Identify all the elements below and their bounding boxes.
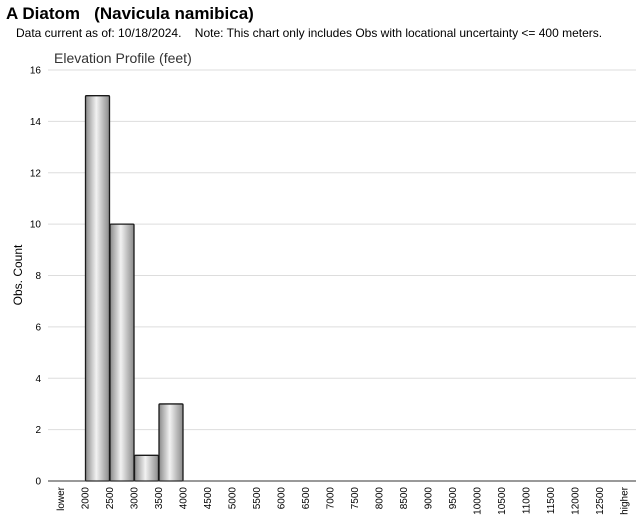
- x-tick-label: 12000: [571, 487, 582, 515]
- x-tick-label: 3000: [130, 487, 141, 510]
- bar-3000: [133, 454, 160, 482]
- grid-lines: [48, 69, 636, 482]
- x-tick-label: 7000: [326, 487, 337, 510]
- bar-2000: [84, 95, 111, 482]
- species-latin-name: (Navicula namibica): [94, 4, 254, 23]
- x-tick-label: 2000: [81, 487, 92, 510]
- bar-3500: [158, 403, 184, 482]
- x-tick-label: 6500: [301, 487, 312, 510]
- y-ticks: 0 2 4 6 8 10 12 14 16: [30, 66, 42, 488]
- x-tick-label: 12500: [595, 487, 606, 515]
- y-axis-label: Obs. Count: [11, 244, 25, 305]
- x-tick-label: 8000: [375, 487, 386, 510]
- data-note: Data current as of: 10/18/2024. Note: Th…: [16, 26, 602, 40]
- x-tick-label: 5500: [252, 487, 263, 510]
- y-tick-label: 14: [30, 117, 42, 128]
- y-tick-label: 16: [30, 66, 42, 77]
- x-ticks: lower 2000 2500 3000 3500 4000 4500 5000 5500 600…: [56, 486, 631, 514]
- y-tick-label: 12: [30, 168, 42, 179]
- x-tick-label: 10500: [497, 487, 508, 515]
- y-tick-label: 10: [30, 220, 42, 231]
- bars: [84, 95, 184, 482]
- x-tick-label: 7500: [350, 487, 361, 510]
- y-tick-label: 4: [35, 374, 41, 385]
- x-tick-label: 2500: [105, 487, 116, 510]
- x-tick-label: 9500: [448, 487, 459, 510]
- x-tick-label: higher: [620, 486, 631, 514]
- chart-page-title: A Diatom (Navicula namibica): [6, 4, 254, 24]
- x-tick-label: 10000: [473, 487, 484, 515]
- x-tick-label: 6000: [277, 487, 288, 510]
- x-tick-label: 11500: [546, 487, 557, 515]
- species-common-name: A Diatom: [6, 4, 80, 23]
- data-current-text: Data current as of: 10/18/2024.: [16, 26, 182, 40]
- x-tick-label: 5000: [228, 487, 239, 510]
- y-tick-label: 0: [35, 477, 41, 488]
- x-tick-label: 8500: [399, 487, 410, 510]
- y-tick-label: 6: [35, 322, 41, 333]
- x-tick-label: 11000: [522, 487, 533, 515]
- bar-2500: [109, 223, 135, 482]
- x-tick-label: 4500: [203, 487, 214, 510]
- y-tick-label: 2: [35, 425, 41, 436]
- x-tick-label: lower: [56, 486, 67, 511]
- uncertainty-note-text: Note: This chart only includes Obs with …: [194, 26, 603, 40]
- x-tick-label: 3500: [154, 487, 165, 510]
- x-tick-label: 4000: [179, 487, 190, 510]
- chart-title: Elevation Profile (feet): [54, 50, 192, 66]
- y-tick-label: 8: [35, 271, 41, 282]
- x-tick-label: 9000: [424, 487, 435, 510]
